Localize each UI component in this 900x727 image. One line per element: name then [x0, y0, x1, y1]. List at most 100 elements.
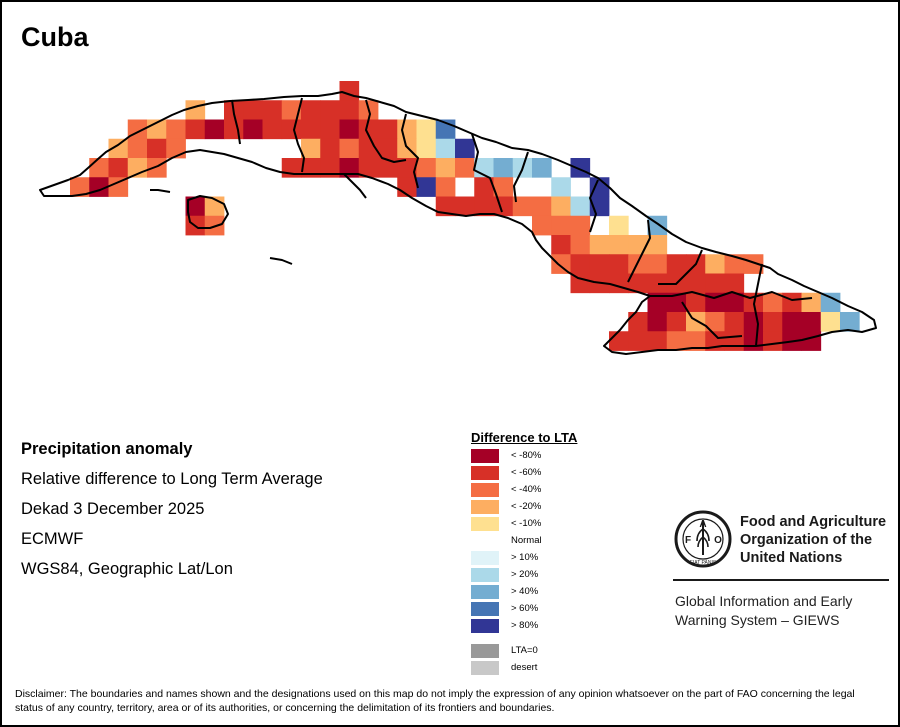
grid-cell [416, 119, 437, 140]
grid-cell [378, 119, 398, 140]
legend-swatch [471, 516, 499, 531]
grid-cell [243, 119, 263, 140]
legend-label: < -40% [511, 484, 542, 495]
legend-item: > 60% [471, 600, 577, 617]
grid-cell [397, 158, 417, 178]
grid-cell [397, 138, 417, 159]
fao-divider [673, 579, 889, 581]
grid-cell [647, 292, 668, 313]
legend-gap [471, 634, 577, 642]
grid-cell [628, 312, 648, 332]
grid-cell [763, 312, 783, 332]
legend-label: < -20% [511, 501, 542, 512]
grid-cell [647, 254, 668, 274]
grid-cell [204, 119, 225, 140]
grid-cell [609, 215, 629, 236]
grid-cell [378, 158, 398, 178]
grid-cell [416, 158, 437, 178]
legend-swatch [471, 482, 499, 497]
legend-item: < -20% [471, 498, 577, 515]
legend-label: < -60% [511, 467, 542, 478]
grid-cell [705, 254, 725, 274]
province-boundary [471, 133, 503, 213]
svg-text:O: O [714, 535, 722, 546]
legend-label: Normal [511, 535, 542, 546]
grid-cell [339, 81, 360, 101]
legend-swatch [471, 534, 499, 548]
coast-fragment [343, 173, 367, 199]
grid-cell [589, 235, 610, 255]
grid-cell [320, 158, 340, 178]
grid-cell [609, 254, 629, 274]
grid-cell [493, 158, 514, 178]
legend-swatch [471, 567, 499, 582]
grid-cell [108, 177, 129, 197]
map-title: Cuba [21, 22, 89, 52]
grid-cell [840, 312, 860, 332]
legend-item: < -80% [471, 447, 577, 464]
province-boundary [658, 249, 703, 285]
grid-cell [89, 158, 109, 178]
legend-label: < -10% [511, 518, 542, 529]
grid-cell [551, 254, 571, 274]
legend-items: < -80% < -60% < -40% < -20% < -10% Normal > 10… [471, 447, 577, 676]
grid-cell [301, 158, 321, 178]
province-boundary [401, 113, 419, 189]
legend-label: > 60% [511, 603, 539, 614]
grid-cell [570, 215, 591, 236]
legend-swatch [471, 499, 499, 514]
giews-line1: Global Information and Early [675, 593, 853, 609]
legend-swatch [471, 448, 499, 463]
grid-cell [339, 100, 360, 120]
fao-name: Food and Agriculture Organization of the… [740, 513, 886, 567]
legend-swatch [471, 643, 499, 658]
grid-cell [666, 312, 687, 332]
grid-cell [301, 119, 321, 140]
province-boundary [650, 291, 813, 301]
grid-cell [628, 331, 648, 351]
grid-cell [320, 138, 340, 159]
grid-cell [455, 158, 475, 178]
grid-cell [666, 254, 687, 274]
grid-cell [70, 177, 90, 197]
grid-cell [320, 100, 340, 120]
legend-item: > 40% [471, 583, 577, 600]
grid-cell [474, 196, 494, 217]
grid-cell [801, 331, 822, 351]
grid-cell [262, 100, 283, 120]
grid-cell [493, 196, 514, 217]
legend-item: LTA=0 [471, 642, 577, 659]
giews-line2: Warning System – GIEWS [675, 612, 840, 628]
fao-logo-letters: A [699, 519, 706, 530]
info-heading: Precipitation anomaly [21, 440, 193, 458]
legend-label: > 80% [511, 620, 539, 631]
svg-text:FIAT PANIS: FIAT PANIS [690, 560, 717, 566]
grid-cell [416, 177, 437, 197]
anomaly-map [39, 81, 877, 355]
grid-cell [570, 158, 591, 178]
grid-cell [724, 292, 745, 313]
grid-cell [358, 158, 379, 178]
grid-cell [570, 254, 591, 274]
coast-fragment [269, 257, 293, 265]
legend: Difference to LTA < -80% < -60% < -40% < -2… [471, 430, 577, 676]
info-subtitle: Relative difference to Long Term Average [21, 470, 323, 488]
grid-cell [281, 100, 302, 120]
cuba-coastline [39, 91, 877, 355]
grid-cell [551, 196, 571, 217]
fao-name-line3: United Nations [740, 550, 843, 566]
grid-cell [724, 254, 745, 274]
legend-item: < -60% [471, 464, 577, 481]
grid-cell [647, 312, 668, 332]
isla-juventud-outline [187, 195, 229, 229]
grid-cell [435, 196, 456, 217]
grid-cell [743, 254, 764, 274]
grid-cell [435, 138, 456, 159]
grid-cell [416, 138, 437, 159]
province-boundary [231, 99, 241, 145]
giews-label: Global Information and Early Warning Sys… [675, 592, 852, 630]
legend-swatch [471, 584, 499, 599]
grid-cell [339, 119, 360, 140]
grid-cell [532, 215, 552, 236]
